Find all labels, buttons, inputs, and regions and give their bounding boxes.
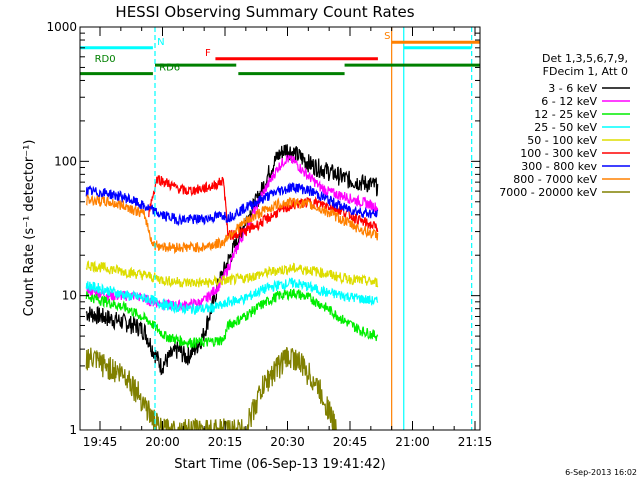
plot-area bbox=[85, 144, 379, 430]
series-line bbox=[85, 260, 379, 288]
series-line bbox=[85, 182, 379, 227]
y-tick-label: 1 bbox=[69, 423, 77, 437]
state-bar-label: RD6 bbox=[159, 63, 180, 74]
series-line bbox=[85, 194, 379, 255]
series-line bbox=[85, 277, 379, 316]
x-tick-label: 20:00 bbox=[145, 435, 180, 449]
state-bar-label: S bbox=[384, 31, 390, 42]
y-tick-label: 10 bbox=[62, 289, 77, 303]
state-bar-label: F bbox=[205, 48, 211, 59]
legend-label: 300 - 800 kev bbox=[521, 160, 597, 173]
x-axis-label: Start Time (06-Sep-13 19:41:42) bbox=[174, 457, 385, 472]
series-line bbox=[85, 346, 337, 430]
legend-label: 25 - 50 keV bbox=[534, 121, 597, 134]
legend-label: 12 - 25 keV bbox=[534, 108, 597, 121]
state-bar-label: RD0 bbox=[95, 54, 116, 65]
axes: N F S RD0 RD6 1 10 100 1000 19:45 20:00 20:15 20:30 2… bbox=[46, 20, 492, 449]
x-tick-label: 20:15 bbox=[208, 435, 243, 449]
y-axis-label: Count Rate (s⁻¹ detector⁻¹) bbox=[22, 140, 37, 317]
legend-header: FDecim 1, Att 0 bbox=[543, 65, 628, 78]
legend: Det 1,3,5,6,7,9,FDecim 1, Att 0 3 - 6 keV… bbox=[499, 52, 630, 199]
legend-label: 50 - 100 keV bbox=[527, 134, 597, 147]
state-bar-label: N bbox=[157, 37, 164, 48]
legend-label: 3 - 6 keV bbox=[548, 82, 597, 95]
legend-label: 100 - 300 keV bbox=[520, 147, 597, 160]
legend-label: 800 - 7000 keV bbox=[513, 173, 597, 186]
footer-timestamp: 6-Sep-2013 16:02 bbox=[565, 468, 637, 477]
x-tick-label: 19:45 bbox=[83, 435, 118, 449]
chart-title: HESSI Observing Summary Count Rates bbox=[115, 3, 414, 21]
legend-header: Det 1,3,5,6,7,9, bbox=[542, 52, 628, 65]
y-tick-label: 100 bbox=[54, 154, 77, 168]
plot-frame bbox=[79, 26, 481, 431]
y-tick-label: 1000 bbox=[46, 20, 77, 34]
x-tick-label: 20:30 bbox=[270, 435, 305, 449]
legend-label: 7000 - 20000 keV bbox=[499, 186, 597, 199]
x-tick-label: 21:15 bbox=[458, 435, 493, 449]
x-tick-label: 20:45 bbox=[333, 435, 368, 449]
x-tick-label: 21:00 bbox=[395, 435, 430, 449]
series-line bbox=[85, 288, 379, 349]
legend-label: 6 - 12 keV bbox=[541, 95, 597, 108]
